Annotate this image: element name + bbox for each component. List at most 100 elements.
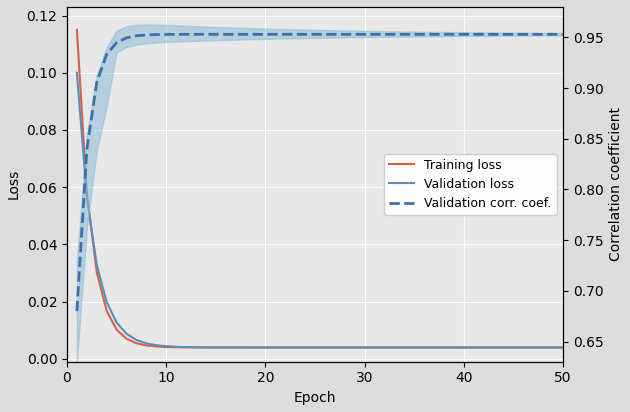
- Validation corr. coef.: [331, 32, 338, 37]
- Training loss: [113, 327, 120, 332]
- Training loss: [539, 345, 547, 350]
- Validation corr. coef.: [261, 32, 269, 37]
- Validation loss: [142, 341, 150, 346]
- Training loss: [420, 345, 428, 350]
- Validation loss: [361, 345, 369, 350]
- Validation loss: [192, 345, 200, 350]
- Validation loss: [123, 331, 130, 336]
- Training loss: [520, 345, 527, 350]
- Validation loss: [370, 345, 378, 350]
- Training loss: [430, 345, 438, 350]
- Line: Validation loss: Validation loss: [77, 73, 563, 347]
- Training loss: [222, 345, 229, 350]
- Validation loss: [282, 345, 289, 350]
- Validation loss: [222, 345, 229, 350]
- Validation corr. coef.: [510, 32, 517, 37]
- Validation loss: [559, 345, 567, 350]
- Validation corr. coef.: [103, 52, 110, 57]
- Training loss: [440, 345, 448, 350]
- Training loss: [182, 345, 190, 350]
- Validation corr. coef.: [173, 32, 180, 37]
- Validation loss: [539, 345, 547, 350]
- Training loss: [401, 345, 408, 350]
- Validation loss: [272, 345, 279, 350]
- Validation loss: [529, 345, 537, 350]
- Validation corr. coef.: [83, 147, 91, 152]
- Validation corr. coef.: [430, 32, 438, 37]
- Y-axis label: Loss: Loss: [7, 169, 21, 199]
- Validation corr. coef.: [202, 32, 210, 37]
- Training loss: [173, 345, 180, 350]
- Validation corr. coef.: [549, 32, 557, 37]
- Line: Validation corr. coef.: Validation corr. coef.: [77, 34, 563, 311]
- Training loss: [282, 345, 289, 350]
- Training loss: [93, 270, 101, 275]
- Training loss: [311, 345, 319, 350]
- Training loss: [381, 345, 388, 350]
- Validation loss: [430, 345, 438, 350]
- Validation loss: [520, 345, 527, 350]
- Training loss: [252, 345, 260, 350]
- Validation loss: [261, 345, 269, 350]
- Validation loss: [480, 345, 488, 350]
- Validation loss: [133, 337, 140, 342]
- Validation corr. coef.: [133, 33, 140, 38]
- Validation corr. coef.: [341, 32, 348, 37]
- Legend: Training loss, Validation loss, Validation corr. coef.: Training loss, Validation loss, Validati…: [384, 154, 557, 215]
- Validation loss: [103, 300, 110, 304]
- Validation loss: [420, 345, 428, 350]
- Validation loss: [401, 345, 408, 350]
- Validation loss: [331, 345, 338, 350]
- Training loss: [490, 345, 497, 350]
- Training loss: [410, 345, 418, 350]
- Validation corr. coef.: [152, 32, 160, 37]
- Validation loss: [470, 345, 478, 350]
- Validation corr. coef.: [490, 32, 497, 37]
- Validation loss: [500, 345, 507, 350]
- Validation corr. coef.: [410, 32, 418, 37]
- Training loss: [549, 345, 557, 350]
- X-axis label: Epoch: Epoch: [294, 391, 336, 405]
- Validation corr. coef.: [292, 32, 299, 37]
- Validation corr. coef.: [361, 32, 369, 37]
- Training loss: [341, 345, 348, 350]
- Validation corr. coef.: [529, 32, 537, 37]
- Validation loss: [152, 343, 160, 348]
- Validation corr. coef.: [142, 33, 150, 37]
- Validation corr. coef.: [500, 32, 507, 37]
- Training loss: [480, 345, 488, 350]
- Validation corr. coef.: [123, 35, 130, 40]
- Training loss: [232, 345, 239, 350]
- Validation loss: [73, 70, 81, 75]
- Training loss: [123, 336, 130, 341]
- Validation corr. coef.: [321, 32, 329, 37]
- Validation corr. coef.: [113, 40, 120, 45]
- Training loss: [202, 345, 210, 350]
- Validation loss: [311, 345, 319, 350]
- Training loss: [391, 345, 398, 350]
- Training loss: [163, 344, 170, 349]
- Validation loss: [163, 344, 170, 349]
- Validation corr. coef.: [440, 32, 448, 37]
- Training loss: [331, 345, 338, 350]
- Validation corr. coef.: [301, 32, 309, 37]
- Training loss: [450, 345, 457, 350]
- Training loss: [212, 345, 220, 350]
- Validation corr. coef.: [370, 32, 378, 37]
- Validation corr. coef.: [212, 32, 220, 37]
- Training loss: [103, 308, 110, 313]
- Training loss: [370, 345, 378, 350]
- Validation corr. coef.: [539, 32, 547, 37]
- Validation loss: [173, 344, 180, 349]
- Validation loss: [440, 345, 448, 350]
- Validation loss: [460, 345, 467, 350]
- Training loss: [242, 345, 249, 350]
- Training loss: [470, 345, 478, 350]
- Validation corr. coef.: [93, 80, 101, 85]
- Training loss: [73, 27, 81, 32]
- Training loss: [152, 344, 160, 349]
- Validation corr. coef.: [282, 32, 289, 37]
- Validation corr. coef.: [242, 32, 249, 37]
- Validation corr. coef.: [192, 32, 200, 37]
- Training loss: [559, 345, 567, 350]
